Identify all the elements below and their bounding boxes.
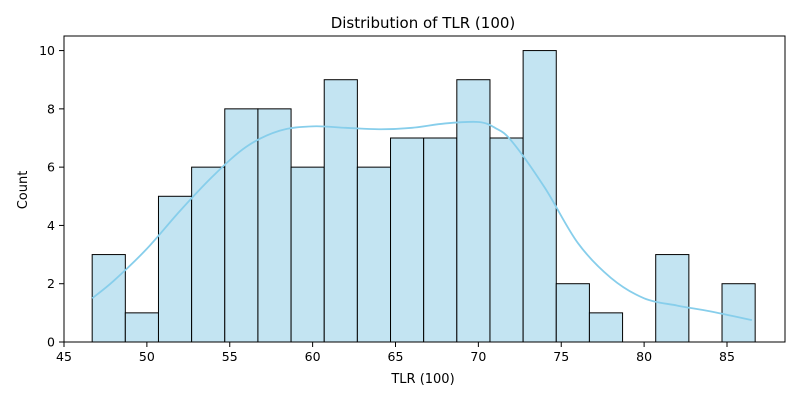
x-tick-label: 75 — [553, 349, 569, 364]
y-tick-label: 0 — [47, 335, 55, 350]
bars-group — [91, 50, 756, 343]
histogram-bar-5 — [257, 108, 292, 343]
histogram-bar-11 — [456, 79, 491, 343]
y-tick-label: 4 — [47, 218, 55, 233]
y-axis-ticks: 0 2 4 6 8 10 — [39, 43, 64, 350]
x-tick-label: 70 — [470, 349, 486, 364]
histogram-bar-15 — [588, 312, 624, 343]
histogram-bar-13 — [522, 50, 557, 343]
histogram-bar-19 — [721, 283, 756, 343]
x-tick-label: 45 — [56, 349, 72, 364]
histogram-bar-7 — [323, 79, 358, 343]
x-tick-label: 55 — [222, 349, 238, 364]
x-axis-label: TLR (100) — [390, 372, 454, 387]
histogram-bar-10 — [423, 137, 458, 343]
histogram-bar-6 — [290, 166, 325, 343]
y-axis-label: Count — [16, 171, 31, 210]
histogram-bar-2 — [157, 195, 193, 343]
x-tick-label: 50 — [139, 349, 155, 364]
y-tick-label: 10 — [39, 43, 55, 58]
y-tick-label: 8 — [47, 101, 55, 116]
histogram-bar-3 — [191, 166, 226, 343]
x-tick-label: 60 — [305, 349, 321, 364]
axes-frame — [63, 35, 786, 343]
histogram-bar-1 — [124, 312, 159, 343]
x-tick-label: 80 — [636, 349, 652, 364]
histogram-bar-4 — [224, 108, 259, 343]
chart-title: Distribution of TLR (100) — [331, 14, 516, 32]
y-tick-label: 2 — [47, 276, 55, 291]
histogram-bar-14 — [555, 283, 590, 343]
histogram-bar-0 — [91, 254, 126, 343]
y-tick-label: 6 — [47, 160, 55, 175]
kde-curve — [91, 120, 753, 322]
histogram-bar-8 — [356, 166, 392, 343]
histogram-bar-17 — [655, 254, 690, 343]
histogram-bar-9 — [390, 137, 425, 343]
x-tick-label: 65 — [388, 349, 404, 364]
x-axis-ticks: 45 50 55 60 65 70 75 80 85 — [56, 342, 735, 364]
x-tick-label: 85 — [719, 349, 735, 364]
histogram-bar-12 — [489, 137, 524, 343]
